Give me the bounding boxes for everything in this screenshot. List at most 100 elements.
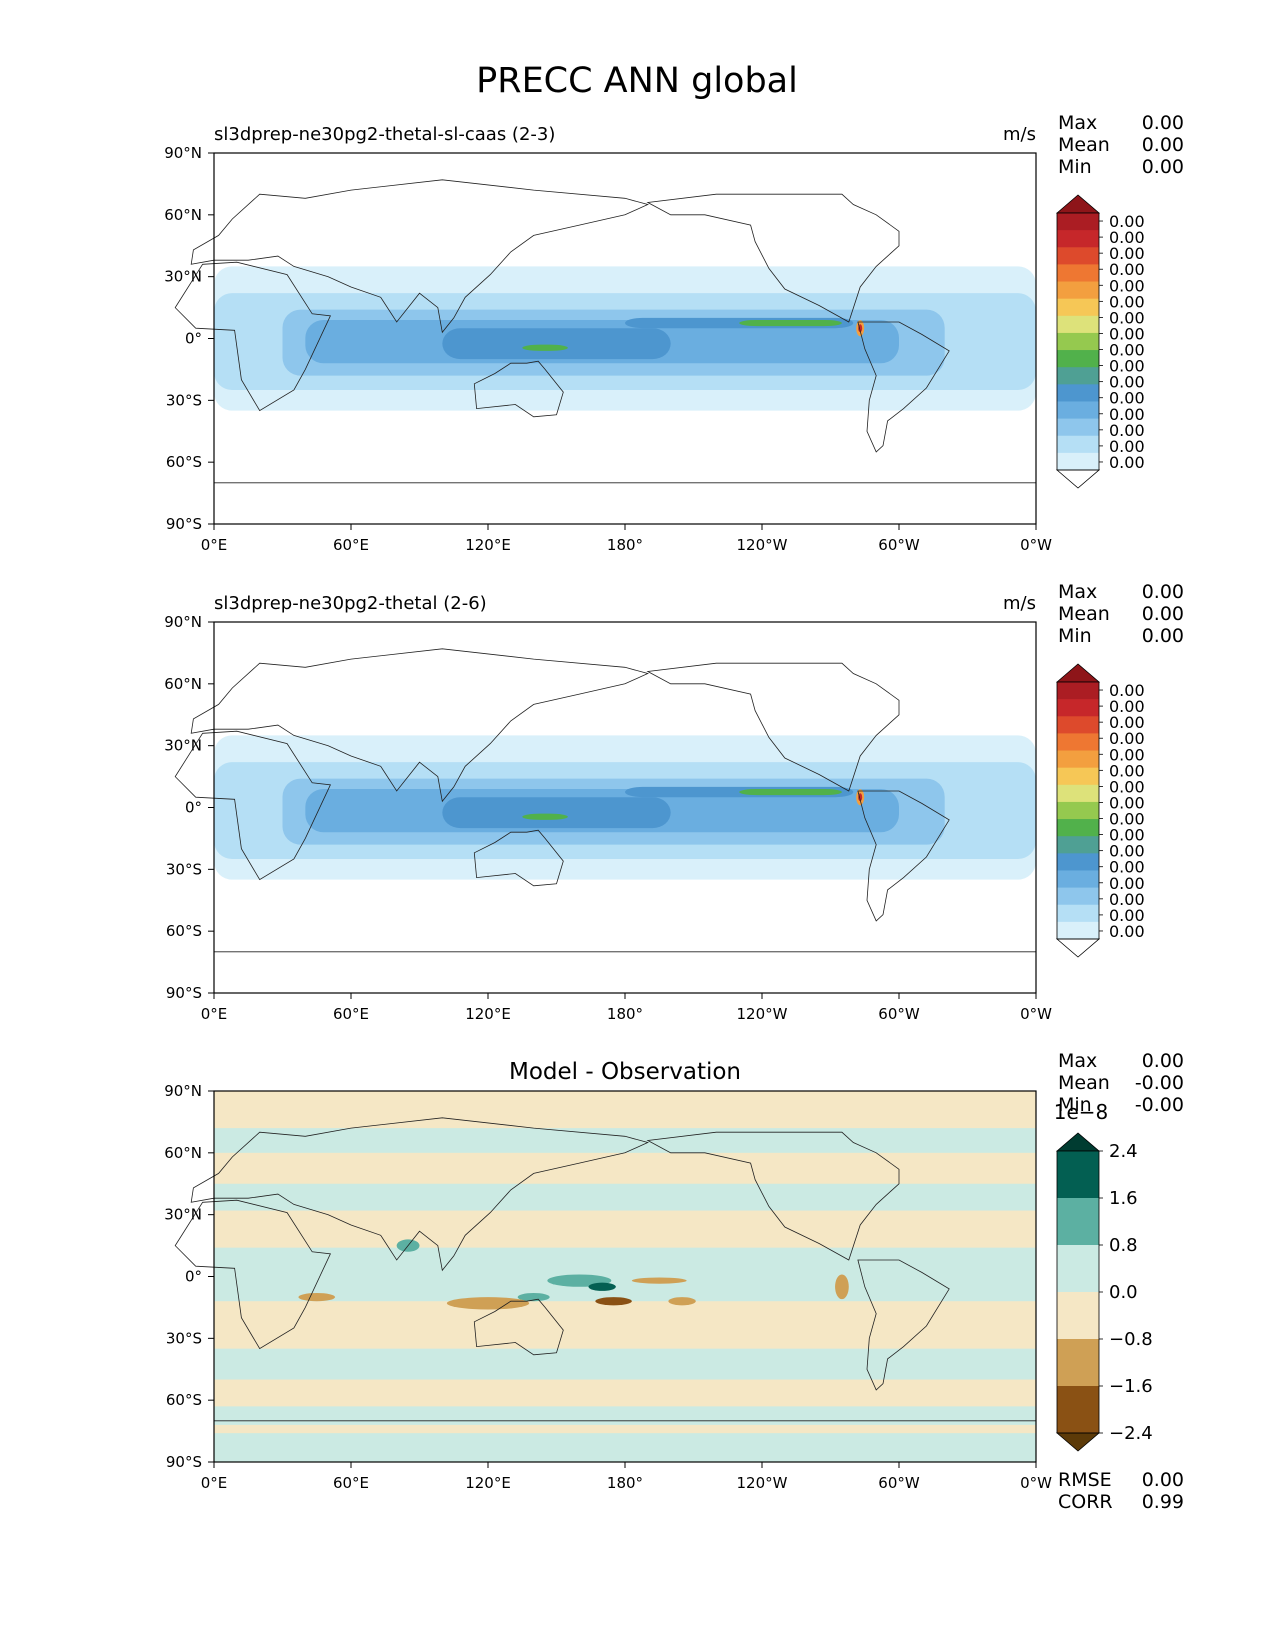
colorbar-swatch xyxy=(1057,350,1099,368)
stat-value: 0.00 xyxy=(1142,625,1184,647)
colorbar-label: 1.6 xyxy=(1109,1188,1138,1209)
panel-title-left: sl3dprep-ne30pg2-thetal-sl-caas (2-3) xyxy=(214,124,555,145)
colorbar-label: 0.00 xyxy=(1109,842,1145,861)
colorbar-swatch xyxy=(1057,767,1099,786)
colorbar-frame xyxy=(1056,681,1100,940)
stat-label: Max xyxy=(1058,112,1097,134)
colorbar-swatch xyxy=(1057,904,1099,923)
map-anomaly xyxy=(298,1292,336,1302)
stat-value: 0.00 xyxy=(1142,112,1184,134)
colorbar-swatch xyxy=(1057,716,1099,734)
panel-2: 0°E 60°E 120°E 180° 120°W 60°W 0°W 90°N 60°N 30°N… xyxy=(164,581,1184,1023)
colorbar-label: 0.00 xyxy=(1109,308,1145,327)
footer-stat-value: 0.99 xyxy=(1142,1491,1184,1513)
map-band xyxy=(214,1433,1036,1462)
x-tick-label: 0°W xyxy=(1020,1005,1052,1023)
map-anomaly xyxy=(588,1282,616,1291)
coastline xyxy=(473,829,564,887)
x-tick-label: 60°E xyxy=(333,1474,369,1492)
colorbar-label: 0.00 xyxy=(1109,681,1145,700)
panels: 0°E 60°E 120°E 180° 120°W 60°W 0°W 90°N 60°N 30°N… xyxy=(164,112,1184,1513)
map-band xyxy=(214,1128,1036,1153)
map-anomaly xyxy=(668,1297,696,1306)
map-precip xyxy=(739,319,842,327)
coastline xyxy=(174,261,331,412)
colorbar-swatch xyxy=(1057,870,1099,889)
colorbar-extend-bottom xyxy=(1055,469,1101,489)
figure-title: PRECC ANN global xyxy=(476,61,798,101)
coastline xyxy=(190,1117,649,1272)
footer-stat-value: 0.00 xyxy=(1142,1469,1184,1491)
x-tick-label: 0°E xyxy=(201,536,228,554)
x-tick-label: 120°E xyxy=(465,1474,511,1492)
x-tick-label: 0°E xyxy=(201,1005,228,1023)
coastline xyxy=(857,1259,950,1391)
y-tick-label: 30°S xyxy=(166,860,202,878)
colorbar-swatch xyxy=(1057,1151,1099,1199)
map-precip xyxy=(522,813,568,820)
panel-title-left: sl3dprep-ne30pg2-thetal (2-6) xyxy=(214,593,487,614)
colorbar-swatch xyxy=(1057,452,1099,471)
colorbar-label: 0.00 xyxy=(1109,276,1145,295)
colorbar-label: 0.00 xyxy=(1109,826,1145,845)
colorbar-label: 0.00 xyxy=(1109,437,1145,456)
colorbar-swatch xyxy=(1057,921,1099,940)
colorbar-label: 0.00 xyxy=(1109,212,1145,231)
colorbar-label: −2.4 xyxy=(1109,1423,1153,1444)
x-tick-label: 180° xyxy=(607,1474,643,1492)
x-tick-label: 0°W xyxy=(1020,536,1052,554)
coastline xyxy=(646,193,900,323)
colorbar-swatch xyxy=(1057,887,1099,906)
colorbar-swatch xyxy=(1057,784,1099,803)
colorbar-swatch xyxy=(1057,315,1099,334)
colorbar-exponent: 1e−8 xyxy=(1054,1100,1109,1124)
colorbar-label: 0.00 xyxy=(1109,389,1145,408)
stat-label: Min xyxy=(1058,625,1092,647)
x-tick-label: 120°W xyxy=(737,1005,788,1023)
y-tick-label: 30°S xyxy=(166,391,202,409)
map-anomaly xyxy=(446,1297,530,1310)
colorbar-label: 2.4 xyxy=(1109,1141,1138,1162)
y-tick-label: 60°N xyxy=(164,1144,202,1162)
colorbar-frame xyxy=(1056,212,1100,471)
y-tick-label: 60°S xyxy=(166,1391,202,1409)
colorbar-swatch xyxy=(1057,1386,1099,1434)
colorbar-swatch xyxy=(1057,1198,1099,1246)
colorbar-swatch xyxy=(1057,435,1099,454)
y-tick-label: 0° xyxy=(185,1268,202,1286)
colorbar-extend-top xyxy=(1055,194,1101,214)
coastline xyxy=(646,1131,900,1261)
coastline xyxy=(174,1199,331,1350)
map-precip xyxy=(442,328,671,360)
colorbar-swatch xyxy=(1057,819,1099,837)
x-tick-label: 0°E xyxy=(201,1474,228,1492)
y-tick-label: 90°S xyxy=(166,1453,202,1471)
footer-stat-label: CORR xyxy=(1058,1491,1113,1513)
colorbar-swatch xyxy=(1057,418,1099,437)
stat-label: Mean xyxy=(1058,134,1110,156)
y-tick-label: 30°N xyxy=(164,737,202,755)
panel-units: m/s xyxy=(1003,124,1036,145)
colorbar-extend-bottom xyxy=(1055,938,1101,958)
stat-label: Max xyxy=(1058,581,1097,603)
colorbar-label: 0.00 xyxy=(1109,228,1145,247)
colorbar-label: 0.00 xyxy=(1109,244,1145,263)
stat-value: 0.00 xyxy=(1142,156,1184,178)
stat-value: 0.00 xyxy=(1142,581,1184,603)
colorbar-swatch xyxy=(1057,401,1099,420)
panel-units: m/s xyxy=(1003,593,1036,614)
colorbar-swatch xyxy=(1057,733,1099,752)
colorbar-label: 0.00 xyxy=(1109,421,1145,440)
x-tick-label: 0°W xyxy=(1020,1474,1052,1492)
colorbar-swatch xyxy=(1057,801,1099,820)
map-anomaly xyxy=(595,1297,632,1306)
coastline xyxy=(646,662,900,792)
colorbar-swatch xyxy=(1057,247,1099,265)
colorbar-label: 0.00 xyxy=(1109,858,1145,877)
colorbar-label: 0.00 xyxy=(1109,324,1145,343)
colorbar-label: 0.00 xyxy=(1109,260,1145,279)
colorbar-swatch xyxy=(1057,836,1099,854)
map-precip xyxy=(739,788,842,796)
map-anomaly xyxy=(835,1274,849,1300)
